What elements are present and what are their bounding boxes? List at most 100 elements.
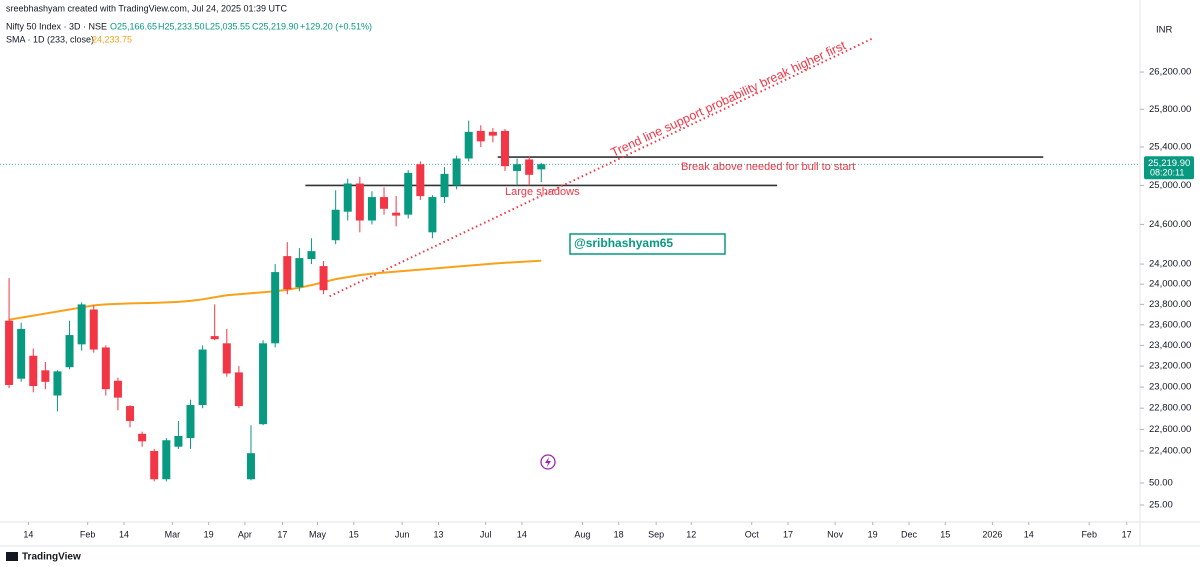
trend-line [329,37,874,298]
brand: TradingView [22,552,81,563]
candle-body [380,197,389,209]
y-tick-label: 22,600.00 [1149,424,1191,435]
candle-body [138,433,147,442]
candle-body [246,453,255,480]
y-tick-label: 23,800.00 [1149,299,1191,310]
candle-body [404,172,413,215]
credit: sreebhashyam created with TradingView.co… [6,3,287,13]
candle-body [319,266,328,291]
candle-body [174,435,183,447]
handle: @sribhashyam65 [574,236,673,250]
candle-body [198,349,207,406]
x-tick-label: Oct [745,529,760,539]
candle-body [17,328,26,379]
x-tick-label: 14 [119,529,129,539]
x-tick-label: Sep [648,529,664,539]
sma-value: 24,233.75 [92,34,132,44]
x-tick-label: 14 [517,529,527,539]
x-tick-label: Dec [901,529,918,539]
x-tick-label: Jul [480,529,492,539]
y-tick-label: 23,600.00 [1149,319,1191,330]
symbol: Nifty 50 Index · 3D · NSE [6,21,107,31]
event-bolt [545,457,551,467]
candle-body [283,256,292,290]
candle-body [525,159,534,175]
currency: INR [1156,25,1173,36]
y-tick-label: 24,600.00 [1149,219,1191,230]
x-tick-label: 2026 [982,529,1002,539]
ohlc-high: H25,233.50 [158,21,205,31]
candle-body [162,440,171,480]
candle-body [500,130,509,167]
y-tick-label: 23,000.00 [1149,382,1191,393]
candle-body [440,173,449,198]
sma-name: SMA · 1D (233, close) [6,34,94,44]
candle-body [29,355,38,387]
x-tick-label: Feb [1081,529,1097,539]
y-tick-label: 26,200.00 [1149,67,1191,78]
x-tick-label: Nov [827,529,844,539]
candle-body [476,130,485,142]
last-price-box [1144,156,1194,180]
candle-body [488,131,497,136]
countdown: 08:20:11 [1150,168,1184,178]
candle-body [271,272,280,344]
y-tick-label: 23,200.00 [1149,361,1191,372]
candle-body [126,406,135,421]
ohlc-low: L25,035.55 [205,21,250,31]
y2-tick-label: 50.00 [1149,478,1173,489]
logo [6,552,18,561]
candle-body [259,343,268,425]
x-tick-label: 17 [783,529,793,539]
x-tick-label: 15 [940,529,950,539]
candle-body [367,197,376,221]
candle-body [331,209,340,241]
x-tick-label: 12 [686,529,696,539]
ohlc-close: C25,219.90 [252,21,299,31]
x-tick-label: 13 [433,529,443,539]
event-icon[interactable] [540,454,556,470]
change: +129.20 (+0.51%) [300,21,372,31]
x-tick-label: Apr [238,529,252,539]
candle-body [101,347,110,390]
x-tick-label: Aug [574,529,590,539]
ohlc-open: O25,166.65 [110,21,157,31]
candle-body [210,336,219,340]
last-price-label: 25,219.90 [1148,158,1190,169]
x-tick-label: 18 [614,529,624,539]
handle-box [569,233,726,255]
x-tick-label: 17 [277,529,287,539]
candle-body [150,451,159,480]
y-tick-label: 25,000.00 [1149,180,1191,191]
x-tick-label: 15 [349,529,359,539]
candle-body [513,164,522,171]
x-tick-label: May [309,529,327,539]
candle-body [113,380,122,398]
candle-body [428,197,437,233]
x-tick-label: Jun [395,529,410,539]
x-tick-label: 14 [1024,529,1034,539]
y-tick-label: 22,800.00 [1149,403,1191,414]
candle-body [355,183,364,221]
candle-body [307,251,316,260]
candle-body [186,405,195,439]
candle-body [89,309,98,350]
candle-body [53,371,62,396]
x-tick-label: 19 [868,529,878,539]
y-tick-label: 22,400.00 [1149,446,1191,457]
candle-body [222,343,231,374]
candle-body [343,183,352,212]
break-note: Break above needed for bull to start [681,161,855,173]
x-tick-label: Feb [80,529,96,539]
y-tick-label: 25,800.00 [1149,104,1191,115]
candle-body [65,335,74,368]
x-tick-label: 19 [204,529,214,539]
candle-body [234,372,243,407]
x-tick-label: Mar [165,529,181,539]
y-tick-label: 25,400.00 [1149,142,1191,153]
candle-body [537,164,546,170]
y-tick-label: 24,000.00 [1149,279,1191,290]
candle-body [392,212,401,216]
y2-tick-label: 25.00 [1149,500,1173,511]
